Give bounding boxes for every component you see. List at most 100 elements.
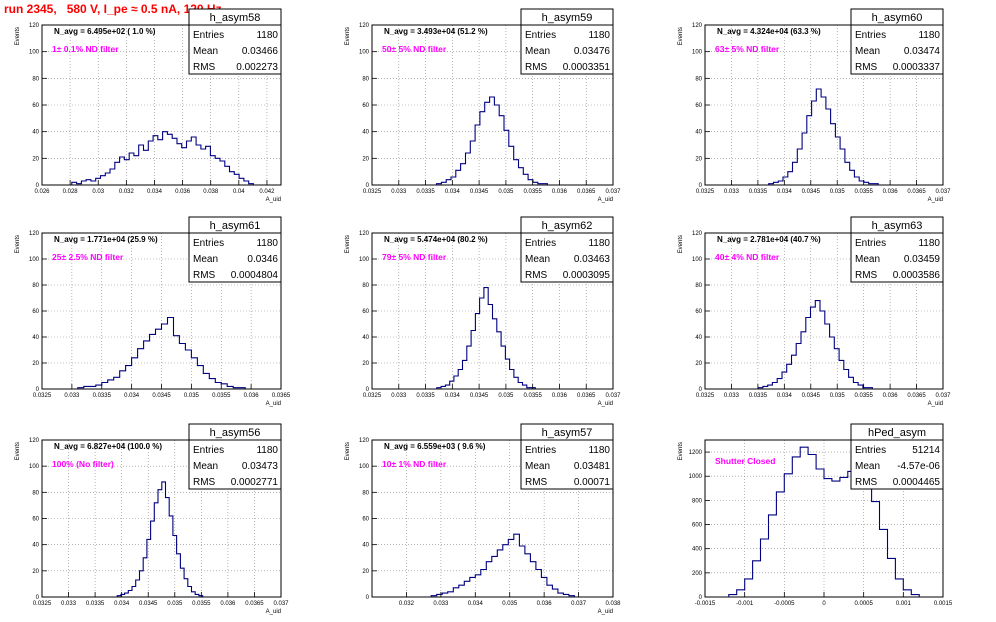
histogram-panel-h_asym56: 0.0325 0.033 0.0335 0.034 0.0345 0.035 0.0355 0…: [15, 423, 289, 615]
x-tick-label: 0.0345: [139, 601, 158, 607]
y-tick-label: 80: [32, 490, 39, 496]
x-tick-label: 0.001: [896, 601, 912, 607]
stats-key: RMS: [525, 62, 548, 73]
stats-key: Mean: [525, 254, 550, 265]
stats-value: 0.03473: [242, 461, 279, 472]
y-axis-title: Events: [345, 27, 351, 45]
histogram-panel-h_asym59: 0.0325 0.033 0.0335 0.034 0.0345 0.035 0.0355 0…: [345, 8, 621, 203]
x-tick-label: 0.033: [391, 189, 407, 195]
x-tick-label: 0.0325: [363, 189, 382, 195]
x-tick-label: 0.036: [883, 393, 899, 399]
y-tick-label: 80: [362, 76, 369, 82]
filter-label: 25± 2.5% ND filter: [52, 252, 124, 262]
x-tick-label: 0.035: [184, 393, 200, 399]
x-tick-label: 0.0325: [696, 393, 715, 399]
x-axis-title: A_uid: [928, 197, 943, 203]
x-tick-label: 0.036: [244, 393, 260, 399]
stats-key: Entries: [525, 30, 556, 41]
x-tick-label: 0.0365: [907, 189, 926, 195]
stats-value: 0.0002771: [231, 477, 279, 488]
x-tick-label: 0.0335: [86, 601, 105, 607]
x-tick-label: 0.0365: [245, 601, 264, 607]
histogram-name: h_asym61: [210, 220, 261, 232]
stats-key: Mean: [525, 46, 550, 57]
navg-label: N_avg = 6.827e+04 (100.0 %): [54, 442, 162, 451]
x-tick-label: 0.0355: [523, 393, 542, 399]
y-tick-label: 120: [359, 23, 370, 29]
navg-label: N_avg = 6.559e+03 ( 9.6 %): [384, 442, 486, 451]
x-tick-label: 0.036: [552, 393, 568, 399]
x-tick-label: 0.0015: [934, 601, 953, 607]
x-tick-label: 0.035: [167, 601, 183, 607]
stats-key: RMS: [855, 270, 878, 281]
y-tick-label: 80: [362, 490, 369, 496]
y-tick-label: 0: [366, 387, 370, 393]
stats-value: 0.0003095: [563, 270, 611, 281]
x-tick-label: 0.034: [124, 393, 140, 399]
stats-key: Mean: [525, 461, 550, 472]
x-tick-label: 0.0355: [212, 393, 231, 399]
x-tick-label: 0.0355: [523, 189, 542, 195]
y-tick-label: 1200: [689, 450, 703, 456]
stats-key: RMS: [193, 270, 216, 281]
x-tick-label: 0.033: [391, 393, 407, 399]
y-tick-label: 40: [32, 543, 39, 549]
y-tick-label: 120: [692, 231, 703, 237]
x-axis-title: A_uid: [266, 609, 281, 615]
stats-key: Entries: [855, 238, 886, 249]
y-tick-label: 100: [29, 50, 40, 56]
histogram-name: h_asym58: [210, 12, 261, 24]
x-tick-label: 0.038: [605, 601, 621, 607]
stats-key: Entries: [855, 445, 886, 456]
filter-label: 40± 4% ND filter: [715, 252, 780, 262]
histogram-line: [757, 300, 873, 389]
x-tick-label: 0.037: [605, 189, 621, 195]
x-tick-label: 0.0355: [854, 189, 873, 195]
x-tick-label: 0.0365: [577, 189, 596, 195]
histogram-name: h_asym56: [210, 427, 261, 439]
histogram-line: [728, 446, 920, 597]
x-tick-label: 0.03: [92, 189, 104, 195]
x-axis-title: A_uid: [266, 401, 281, 407]
stats-value: 0.03466: [242, 46, 279, 57]
y-tick-label: 60: [362, 309, 369, 315]
x-axis-title: A_uid: [598, 197, 613, 203]
stats-key: Entries: [525, 445, 556, 456]
x-tick-label: 0.0355: [854, 393, 873, 399]
stats-key: Mean: [193, 46, 218, 57]
y-tick-label: 800: [692, 498, 703, 504]
y-tick-label: 120: [29, 23, 40, 29]
x-tick-label: 0.0335: [416, 393, 435, 399]
x-tick-label: 0.033: [61, 601, 77, 607]
filter-label: Shutter Closed: [715, 456, 775, 466]
x-tick-label: 0.034: [445, 189, 461, 195]
y-tick-label: 100: [359, 464, 370, 470]
y-tick-label: 80: [695, 283, 702, 289]
y-tick-label: 40: [362, 335, 369, 341]
y-tick-label: 0: [699, 387, 703, 393]
stats-key: Entries: [193, 30, 224, 41]
y-tick-label: 60: [695, 309, 702, 315]
stats-key: RMS: [855, 62, 878, 73]
y-tick-label: 40: [695, 335, 702, 341]
stats-key: RMS: [525, 270, 548, 281]
stats-value: 0.0003337: [893, 62, 941, 73]
x-tick-label: 0.0005: [854, 601, 873, 607]
stats-box: [520, 24, 614, 75]
y-tick-label: 400: [692, 547, 703, 553]
histogram-panel-h_asym62: 0.0325 0.033 0.0335 0.034 0.0345 0.035 0.0355 0…: [345, 216, 621, 407]
stats-value: 0.03476: [574, 46, 611, 57]
x-tick-label: 0: [822, 601, 826, 607]
histogram-panel-hPed_asym: -0.0015 -0.001 -0.0005 0 0.0005 0.001 0.0015 0 2…: [678, 423, 953, 607]
stats-key: Entries: [525, 238, 556, 249]
x-tick-label: 0.0325: [33, 393, 52, 399]
y-tick-label: 60: [32, 517, 39, 523]
stats-value: 0.03481: [574, 461, 611, 472]
histogram-line: [436, 287, 536, 389]
stats-box: [520, 232, 614, 283]
x-tick-label: 0.032: [399, 601, 415, 607]
stats-box: [850, 24, 944, 75]
y-axis-title: Events: [345, 235, 351, 253]
y-tick-label: 80: [32, 283, 39, 289]
